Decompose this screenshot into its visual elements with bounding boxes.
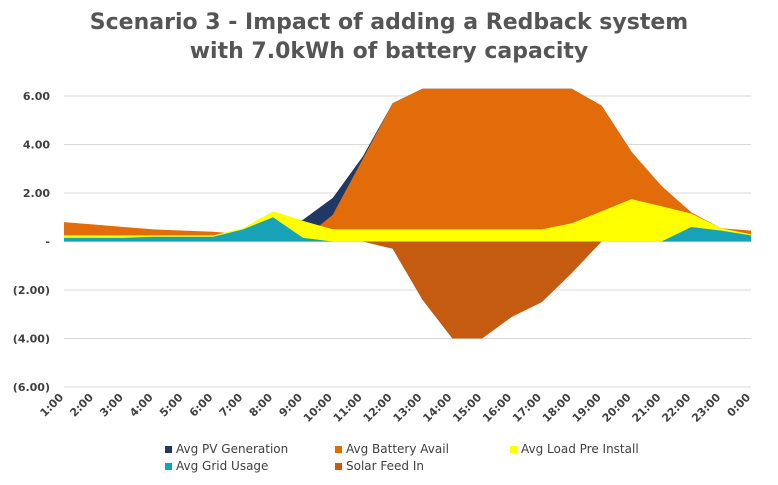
legend-swatch bbox=[335, 445, 342, 453]
legend-swatch bbox=[510, 445, 517, 453]
y-tick-label: 2.00 bbox=[23, 187, 50, 200]
y-tick-label: - bbox=[45, 236, 50, 249]
legend-item: Avg Grid Usage bbox=[165, 459, 268, 473]
x-tick-label: 2:00 bbox=[67, 391, 96, 420]
legend-label: Avg Grid Usage bbox=[176, 459, 269, 473]
x-tick-label: 15:00 bbox=[450, 391, 484, 425]
legend-item: Avg Load Pre Install bbox=[510, 442, 639, 456]
y-tick-label: (4.00) bbox=[13, 333, 50, 346]
legend-item: Solar Feed In bbox=[335, 459, 424, 473]
x-tick-label: 16:00 bbox=[480, 391, 514, 425]
legend-label: Avg PV Generation bbox=[176, 442, 289, 456]
x-tick-label: 21:00 bbox=[630, 391, 664, 425]
y-tick-label: 4.00 bbox=[23, 139, 50, 152]
x-tick-label: 7:00 bbox=[217, 391, 246, 420]
series-areas bbox=[64, 88, 751, 339]
x-tick-label: 6:00 bbox=[187, 391, 216, 420]
x-tick-label: 1:00 bbox=[38, 391, 67, 420]
area-avg-grid-usage bbox=[64, 217, 751, 242]
legend-swatch bbox=[335, 462, 342, 470]
legend-swatch bbox=[165, 445, 172, 453]
legend-swatch bbox=[165, 462, 172, 470]
legend-item: Avg Battery Avail bbox=[335, 442, 449, 456]
chart-title-line-2: with 7.0kWh of battery capacity bbox=[189, 39, 589, 64]
x-tick-label: 11:00 bbox=[331, 391, 365, 425]
x-tick-label: 17:00 bbox=[510, 391, 544, 425]
area-avg-load-pre-install bbox=[64, 199, 751, 242]
x-tick-label: 5:00 bbox=[157, 391, 186, 420]
x-tick-label: 20:00 bbox=[600, 391, 634, 425]
y-tick-label: (6.00) bbox=[13, 381, 50, 394]
legend-label: Avg Load Pre Install bbox=[521, 442, 639, 456]
chart-title: Scenario 3 - Impact of adding a Redback … bbox=[0, 8, 778, 66]
x-tick-label: 22:00 bbox=[659, 391, 693, 425]
y-tick-label: 6.00 bbox=[23, 90, 50, 103]
legend-label: Avg Battery Avail bbox=[346, 442, 449, 456]
legend-label: Solar Feed In bbox=[346, 459, 424, 473]
x-tick-label: 23:00 bbox=[689, 391, 723, 425]
x-tick-label: 19:00 bbox=[570, 391, 604, 425]
x-tick-label: 4:00 bbox=[127, 391, 156, 420]
x-tick-label: 18:00 bbox=[540, 391, 574, 425]
y-tick-label: (2.00) bbox=[13, 284, 50, 297]
x-tick-label: 8:00 bbox=[247, 391, 276, 420]
x-tick-label: 13:00 bbox=[391, 391, 425, 425]
x-tick-label: 0:00 bbox=[725, 391, 754, 420]
legend-item: Avg PV Generation bbox=[165, 442, 288, 456]
area-solar-feed-in bbox=[64, 241, 751, 339]
x-tick-label: 14:00 bbox=[420, 391, 454, 425]
x-tick-label: 10:00 bbox=[301, 391, 335, 425]
area-avg-battery-avail bbox=[64, 88, 751, 242]
chart-title-line-1: Scenario 3 - Impact of adding a Redback … bbox=[89, 10, 689, 35]
x-tick-label: 3:00 bbox=[97, 391, 126, 420]
x-tick-label: 12:00 bbox=[361, 391, 395, 425]
